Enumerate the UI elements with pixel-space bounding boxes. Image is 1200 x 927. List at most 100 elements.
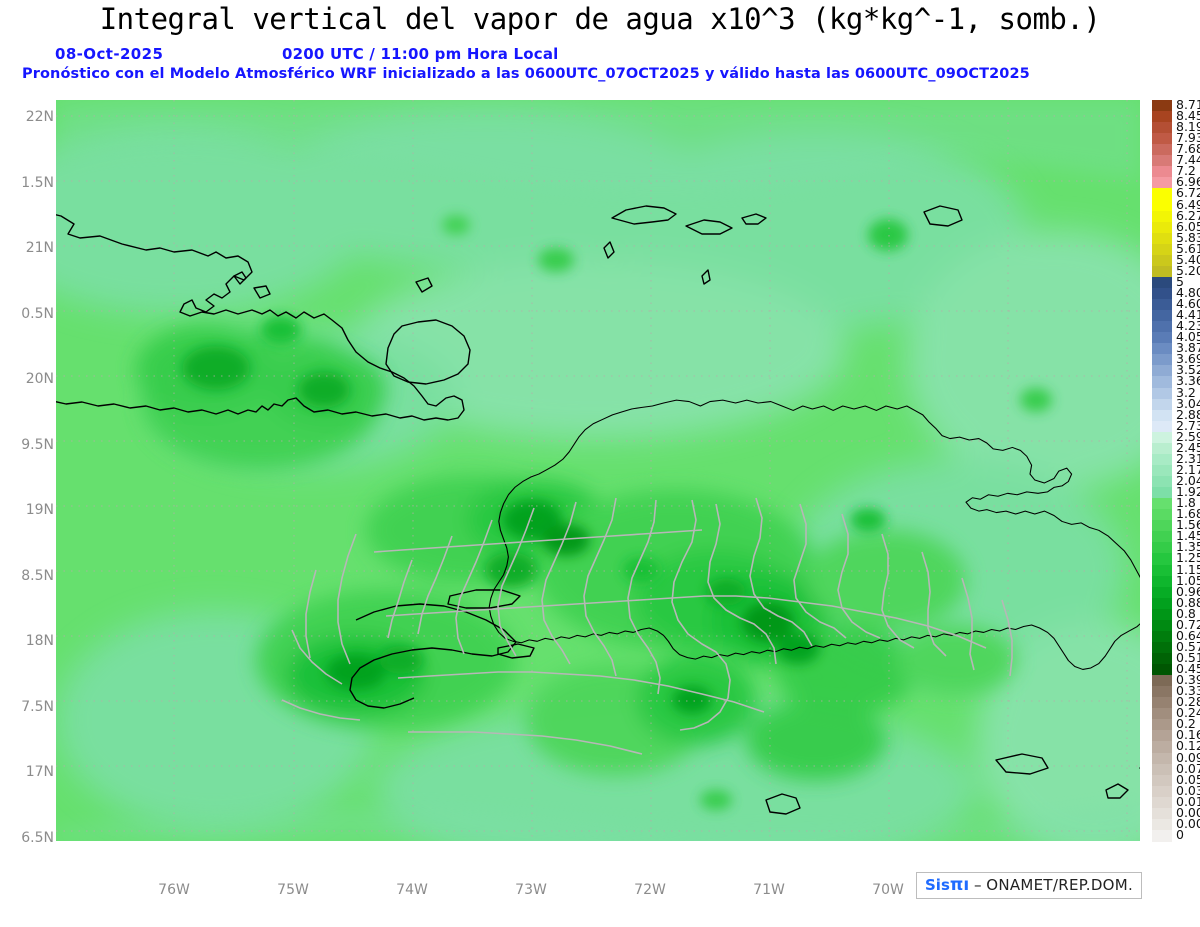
- colorbar-swatch: [1152, 730, 1172, 743]
- coastlines: [56, 205, 1140, 815]
- colorbar-swatch: [1152, 619, 1172, 632]
- colorbar-tick-label: 2.888: [1176, 406, 1200, 422]
- colorbar-swatch: [1152, 243, 1172, 256]
- colorbar-tick-label: 1.152: [1176, 561, 1200, 577]
- colorbar-tick-label: 8.712: [1176, 97, 1200, 112]
- colorbar-swatch: [1152, 752, 1172, 765]
- colorbar-tick-label: 0.968: [1176, 583, 1200, 599]
- colorbar-tick-label: 0.002: [1176, 815, 1200, 831]
- x-tick-label: 73W: [515, 882, 547, 898]
- x-tick-label: 70W: [872, 882, 904, 898]
- colorbar-swatch: [1152, 376, 1172, 389]
- colorbar-swatch: [1152, 177, 1172, 190]
- colorbar-tick-label: 3.042: [1176, 395, 1200, 411]
- colorbar-swatch: [1152, 498, 1172, 510]
- colorbar-tick-label: 7.688: [1176, 141, 1200, 157]
- colorbar-tick-label: 1.058: [1176, 572, 1200, 588]
- x-tick-label: 72W: [634, 882, 666, 898]
- colorbar-tick-label: 7.2: [1176, 163, 1196, 179]
- colorbar-tick-label: 1.568: [1176, 517, 1200, 533]
- colorbar-tick-label: 2.45: [1176, 439, 1200, 455]
- colorbar-swatch: [1152, 597, 1172, 610]
- x-tick-label: 75W: [277, 882, 309, 898]
- colorbar-swatch: [1152, 608, 1172, 621]
- colorbar-tick-label: 6.272: [1176, 207, 1200, 223]
- colorbar-swatch: [1152, 288, 1172, 300]
- y-tick-label: 22N: [25, 109, 54, 125]
- colorbar-tick-label: 5: [1176, 273, 1184, 289]
- colorbar-swatch: [1152, 431, 1172, 444]
- lat-lon-grid: [56, 100, 1140, 841]
- colorbar-tick-label: 8.192: [1176, 119, 1200, 135]
- colorbar-tick-label: 5.408: [1176, 251, 1200, 267]
- colorbar-tick-label: 0.8: [1176, 605, 1196, 621]
- colorbar-swatch: [1152, 553, 1172, 566]
- colorbar-tick-label: 0.098: [1176, 749, 1200, 765]
- colorbar: 8.7128.458.1927.9387.6887.4427.26.9626.7…: [1152, 97, 1200, 842]
- colorbar-tick-label: 0.392: [1176, 672, 1200, 688]
- y-tick-label: 18N: [25, 633, 54, 649]
- valid-date: 08-Oct-2025: [55, 45, 164, 63]
- colorbar-tick-label: 5.618: [1176, 240, 1200, 256]
- colorbar-tick-label: 6.728: [1176, 185, 1200, 201]
- colorbar-tick-label: 2.048: [1176, 473, 1200, 489]
- colorbar-tick-label: 8.45: [1176, 108, 1200, 124]
- colorbar-tick-label: 0.648: [1176, 627, 1200, 643]
- colorbar-swatch: [1152, 664, 1172, 676]
- colorbar-tick-label: 4.802: [1176, 285, 1200, 300]
- colorbar-tick-label: 4.608: [1176, 296, 1200, 312]
- logo-organization: ONAMET/REP.DOM.: [986, 876, 1134, 894]
- colorbar-swatch: [1152, 254, 1172, 267]
- colorbar-swatch: [1152, 210, 1172, 223]
- y-tick-label: 9.5N: [21, 437, 54, 453]
- colorbar-swatch: [1152, 807, 1172, 820]
- colorbar-swatch: [1152, 144, 1172, 156]
- colorbar-tick-label: 0.05: [1176, 771, 1200, 787]
- x-tick-label: 74W: [396, 882, 428, 898]
- colorbar-tick-label: 6.05: [1176, 218, 1200, 234]
- y-tick-label: 1.5N: [21, 175, 54, 191]
- colorbar-tick-label: 0.882: [1176, 594, 1200, 610]
- colorbar-swatch: [1152, 542, 1172, 555]
- colorbar-swatch: [1152, 818, 1172, 831]
- colorbar-swatch: [1152, 464, 1172, 477]
- colorbar-swatch: [1152, 166, 1172, 178]
- header: Integral vertical del vapor de agua x10^…: [0, 0, 1200, 95]
- colorbar-tick-label: 3.2: [1176, 384, 1196, 400]
- colorbar-swatch: [1152, 785, 1172, 798]
- colorbar-swatch: [1152, 708, 1172, 720]
- shaded-field: [56, 100, 1140, 841]
- colorbar-tick-label: 0.162: [1176, 727, 1200, 743]
- colorbar-tick-label: 1.922: [1176, 484, 1200, 500]
- colorbar-swatch: [1152, 409, 1172, 422]
- colorbar-swatch: [1152, 453, 1172, 466]
- colorbar-tick-label: 0.578: [1176, 638, 1200, 654]
- colorbar-swatch: [1152, 365, 1172, 378]
- colorbar-swatch: [1152, 796, 1172, 809]
- colorbar-swatch: [1152, 188, 1172, 201]
- colorbar-swatch: [1152, 531, 1172, 543]
- logo-separator: –: [973, 876, 982, 894]
- colorbar-swatch: [1152, 199, 1172, 212]
- map-plot-area[interactable]: [56, 100, 1140, 841]
- colorbar-swatch: [1152, 133, 1172, 145]
- colorbar-swatch: [1152, 321, 1172, 333]
- colorbar-swatch: [1152, 520, 1172, 532]
- colorbar-tick-label: 1.25: [1176, 550, 1200, 566]
- valid-time: 0200 UTC / 11:00 pm Hora Local: [282, 45, 559, 63]
- colorbar-swatch: [1152, 774, 1172, 787]
- colorbar-swatch: [1152, 564, 1172, 577]
- colorbar-tick-label: 2.178: [1176, 461, 1200, 477]
- y-tick-label: 20N: [25, 371, 54, 387]
- colorbar-swatch: [1152, 398, 1172, 411]
- y-tick-label: 17N: [25, 764, 54, 780]
- colorbar-tick-label: 4.418: [1176, 307, 1200, 323]
- colorbar-swatch: [1152, 265, 1172, 278]
- colorbar-tick-label: 0.512: [1176, 649, 1200, 665]
- weather-map-svg: [56, 100, 1140, 841]
- colorbar-tick-label: 0.722: [1176, 616, 1200, 632]
- colorbar-swatch: [1152, 697, 1172, 709]
- colorbar-swatch: [1152, 675, 1172, 687]
- colorbar-tick-label: 0.2: [1176, 716, 1196, 732]
- colorbar-tick-label: 0.338: [1176, 683, 1200, 699]
